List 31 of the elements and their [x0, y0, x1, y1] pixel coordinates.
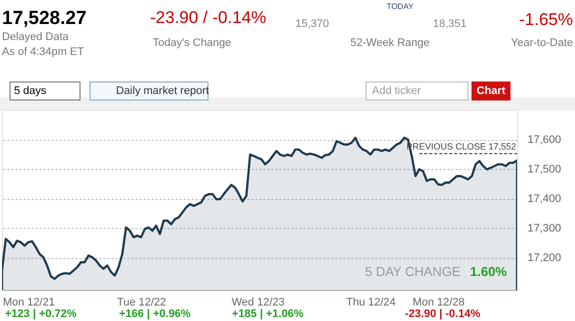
annotation: 1.60%	[470, 264, 508, 279]
text: Today's Change	[152, 37, 232, 49]
text: Daily market report	[116, 85, 209, 97]
annotation: 5 DAY CHANGE	[365, 264, 461, 279]
text: Add ticker	[372, 85, 422, 97]
text: TODAY	[386, 2, 414, 11]
text: Year-to-Date	[511, 37, 573, 49]
x-tick-label: Wed 12/23	[232, 296, 285, 308]
y-tick-label: 17,300	[528, 222, 562, 235]
text: 18,351	[433, 18, 467, 30]
y-tick-label: 17,200	[528, 252, 562, 264]
y-tick-label: 17,400	[528, 193, 562, 206]
y-tick-label: 17,600	[528, 134, 562, 146]
text: +166 | +0.96%	[119, 308, 191, 320]
text: -1.65%	[519, 10, 573, 29]
chart-title: 17,528.27	[2, 8, 87, 29]
x-tick-label: Tue 12/22	[117, 296, 166, 308]
text: As of 4:34pm ET	[2, 46, 84, 58]
x-tick-label: Mon 12/21	[2, 296, 55, 308]
text: -23.90 / -0.14%	[150, 8, 266, 27]
x-tick-label: Mon 12/28	[412, 296, 465, 308]
text: 52-Week Range	[350, 37, 430, 49]
text: 5 days	[14, 85, 47, 97]
text: -23.90 | -0.14%	[405, 308, 480, 320]
text: Delayed Data	[2, 31, 70, 43]
x-tick-label: Thu 12/24	[346, 296, 396, 308]
text: Chart	[476, 85, 506, 97]
y-tick-label: 17,500	[528, 164, 562, 176]
text: +185 | +1.06%	[232, 308, 304, 320]
text: +123 | +0.72%	[5, 308, 77, 320]
text: 15,370	[295, 18, 329, 30]
